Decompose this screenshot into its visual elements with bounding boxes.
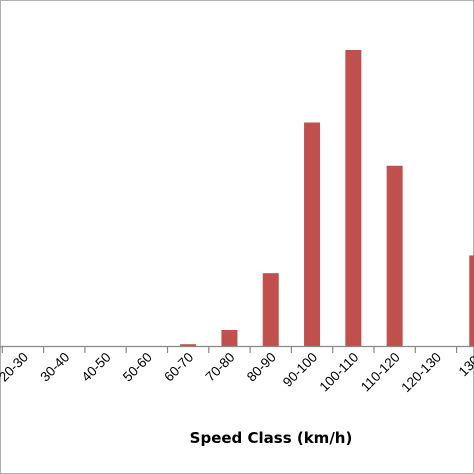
x-tick-label: 20-30 bbox=[0, 350, 31, 385]
x-axis-title: Speed Class (km/h) bbox=[190, 429, 353, 447]
bar-60-70 bbox=[180, 344, 197, 346]
bar-70-80 bbox=[221, 330, 238, 346]
bar-110-120 bbox=[386, 165, 403, 346]
x-ticks-group bbox=[1, 346, 458, 353]
x-tick-label: 30-40 bbox=[37, 350, 72, 385]
x-tick-label: 50-60 bbox=[120, 350, 155, 385]
bars-group bbox=[180, 50, 474, 347]
bar-80-90 bbox=[262, 273, 279, 346]
x-tick-label: 90-100 bbox=[280, 350, 320, 390]
x-tick-label: 100-110 bbox=[317, 350, 362, 395]
x-tick-labels-group: -2020-3030-4040-5050-6060-7070-8080-9090… bbox=[0, 350, 474, 396]
x-tick-label: 60-70 bbox=[161, 350, 196, 385]
bar-130-140 bbox=[469, 255, 474, 346]
x-tick-label: 110-120 bbox=[358, 350, 403, 395]
x-tick-label: 130- bbox=[456, 350, 474, 380]
bar-90-100 bbox=[304, 122, 321, 347]
x-tick-label: 120-130 bbox=[398, 350, 444, 396]
x-tick-label: 70-80 bbox=[203, 350, 238, 385]
x-tick-label: 80-90 bbox=[244, 350, 279, 385]
bar-100-110 bbox=[345, 50, 362, 346]
x-tick-label: 40-50 bbox=[79, 350, 114, 385]
